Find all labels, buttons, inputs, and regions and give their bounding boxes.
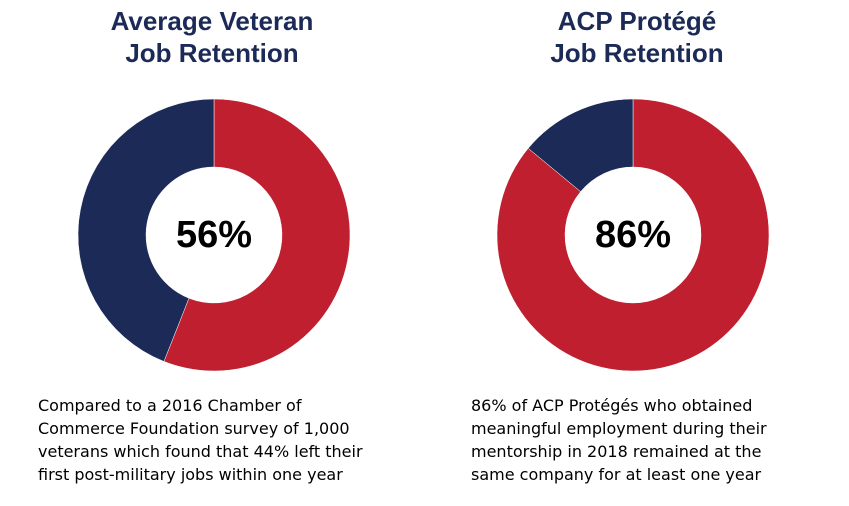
chart-title: ACP Protégé Job Retention [425, 5, 849, 69]
caption-line-1: Compared to a 2016 Chamber of [38, 396, 302, 415]
title-line-1: ACP Protégé [557, 6, 717, 36]
caption-line-4: first post-military jobs within one year [38, 465, 343, 484]
caption-line-2: meaningful employment during their [471, 419, 767, 438]
donut-chart-veteran: 56% [77, 98, 351, 372]
center-percent-label: 56% [176, 214, 252, 256]
chart-caption: Compared to a 2016 Chamber of Commerce F… [38, 394, 363, 486]
title-line-2: Job Retention [550, 38, 724, 68]
title-line-2: Job Retention [125, 38, 299, 68]
caption-line-3: mentorship in 2018 remained at the [471, 442, 762, 461]
donut-chart-acp-protege: 86% [496, 98, 770, 372]
center-percent-label: 86% [595, 214, 671, 256]
chart-panel-veteran: Average Veteran Job Retention 56% Compar… [0, 0, 424, 506]
chart-panel-acp-protege: ACP Protégé Job Retention 86% 86% of ACP… [425, 0, 849, 506]
caption-line-4: same company for at least one year [471, 465, 762, 484]
donut-slice-2 [527, 98, 634, 193]
title-line-1: Average Veteran [110, 6, 314, 36]
caption-line-3: veterans which found that 44% left their [38, 442, 363, 461]
donut-slice-2 [77, 98, 215, 362]
caption-line-1: 86% of ACP Protégés who obtained [471, 396, 753, 415]
donut-slice-1 [496, 98, 770, 372]
chart-caption: 86% of ACP Protégés who obtained meaning… [471, 394, 767, 486]
caption-line-2: Commerce Foundation survey of 1,000 [38, 419, 350, 438]
chart-title: Average Veteran Job Retention [0, 5, 424, 69]
donut-slice-1 [163, 98, 351, 372]
